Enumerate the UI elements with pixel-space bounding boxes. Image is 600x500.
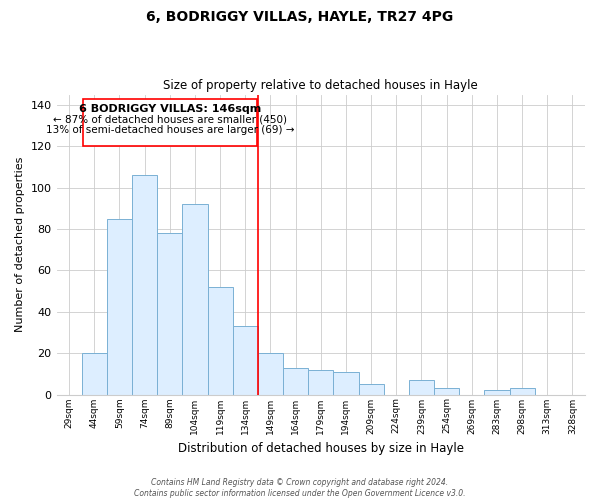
Bar: [258, 353, 283, 395]
Text: 6 BODRIGGY VILLAS: 146sqm: 6 BODRIGGY VILLAS: 146sqm: [79, 104, 261, 114]
Bar: [283, 368, 308, 394]
X-axis label: Distribution of detached houses by size in Hayle: Distribution of detached houses by size …: [178, 442, 464, 455]
Bar: [484, 390, 509, 394]
Bar: [82, 353, 107, 395]
Text: 6, BODRIGGY VILLAS, HAYLE, TR27 4PG: 6, BODRIGGY VILLAS, HAYLE, TR27 4PG: [146, 10, 454, 24]
Bar: [208, 287, 233, 395]
Bar: [182, 204, 208, 394]
Bar: [359, 384, 383, 394]
Text: Contains HM Land Registry data © Crown copyright and database right 2024.
Contai: Contains HM Land Registry data © Crown c…: [134, 478, 466, 498]
Bar: [107, 218, 132, 394]
Text: ← 87% of detached houses are smaller (450): ← 87% of detached houses are smaller (45…: [53, 114, 287, 124]
Bar: [509, 388, 535, 394]
Title: Size of property relative to detached houses in Hayle: Size of property relative to detached ho…: [163, 79, 478, 92]
Bar: [132, 175, 157, 394]
Bar: [409, 380, 434, 394]
Bar: [233, 326, 258, 394]
Text: 13% of semi-detached houses are larger (69) →: 13% of semi-detached houses are larger (…: [46, 124, 294, 134]
Bar: [334, 372, 359, 394]
Y-axis label: Number of detached properties: Number of detached properties: [15, 157, 25, 332]
FancyBboxPatch shape: [83, 98, 257, 146]
Bar: [157, 233, 182, 394]
Bar: [434, 388, 459, 394]
Bar: [308, 370, 334, 394]
